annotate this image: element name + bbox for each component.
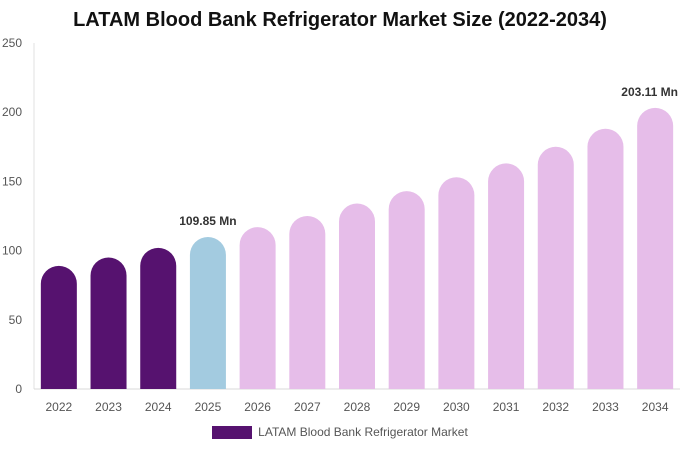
x-tick-label: 2025 bbox=[195, 400, 222, 414]
x-tick-label: 2029 bbox=[393, 400, 420, 414]
x-tick-label: 2032 bbox=[542, 400, 569, 414]
bar-layer bbox=[40, 107, 674, 390]
x-tick-label: 2033 bbox=[592, 400, 619, 414]
x-tick-label: 2026 bbox=[244, 400, 271, 414]
y-tick-label: 0 bbox=[15, 382, 22, 396]
bar-2025 bbox=[189, 236, 226, 389]
x-tick-label: 2024 bbox=[145, 400, 172, 414]
y-tick-label: 100 bbox=[2, 244, 22, 258]
bar-2029 bbox=[388, 191, 425, 389]
bar-2024 bbox=[140, 247, 177, 389]
legend-label: LATAM Blood Bank Refrigerator Market bbox=[258, 425, 468, 439]
bar-2027 bbox=[289, 216, 326, 389]
chart-title: LATAM Blood Bank Refrigerator Market Siz… bbox=[73, 9, 607, 31]
axis-layer: 0 50 100 150 200 250 2022 2023 2024 2025 2026 2027 2… bbox=[2, 36, 680, 414]
bar-2026 bbox=[239, 227, 276, 389]
label-layer: 109.85 Mn 203.11 Mn bbox=[179, 85, 678, 228]
bar-2030 bbox=[438, 177, 475, 389]
legend-swatch bbox=[212, 425, 253, 439]
bar-2022 bbox=[40, 265, 77, 389]
bar-2034 bbox=[637, 107, 674, 390]
bar-2032 bbox=[537, 146, 574, 389]
y-tick-label: 200 bbox=[2, 105, 22, 119]
bar-2033 bbox=[587, 128, 624, 390]
x-tick-label: 2023 bbox=[95, 400, 122, 414]
data-label-2025: 109.85 Mn bbox=[179, 214, 236, 228]
x-tick-label: 2031 bbox=[493, 400, 520, 414]
bar-2028 bbox=[339, 203, 375, 389]
bar-2023 bbox=[90, 257, 127, 389]
y-tick-label: 150 bbox=[2, 174, 22, 188]
legend[interactable]: LATAM Blood Bank Refrigerator Market bbox=[0, 425, 680, 439]
x-tick-label: 2028 bbox=[344, 400, 371, 414]
y-tick-label: 250 bbox=[2, 36, 22, 50]
bar-2031 bbox=[488, 163, 525, 389]
x-tick-label: 2027 bbox=[294, 400, 321, 414]
data-label-2034: 203.11 Mn bbox=[621, 85, 678, 99]
x-tick-label: 2034 bbox=[642, 400, 669, 414]
x-tick-label: 2030 bbox=[443, 400, 470, 414]
x-tick-label: 2022 bbox=[45, 400, 72, 414]
y-tick-label: 50 bbox=[9, 313, 23, 327]
